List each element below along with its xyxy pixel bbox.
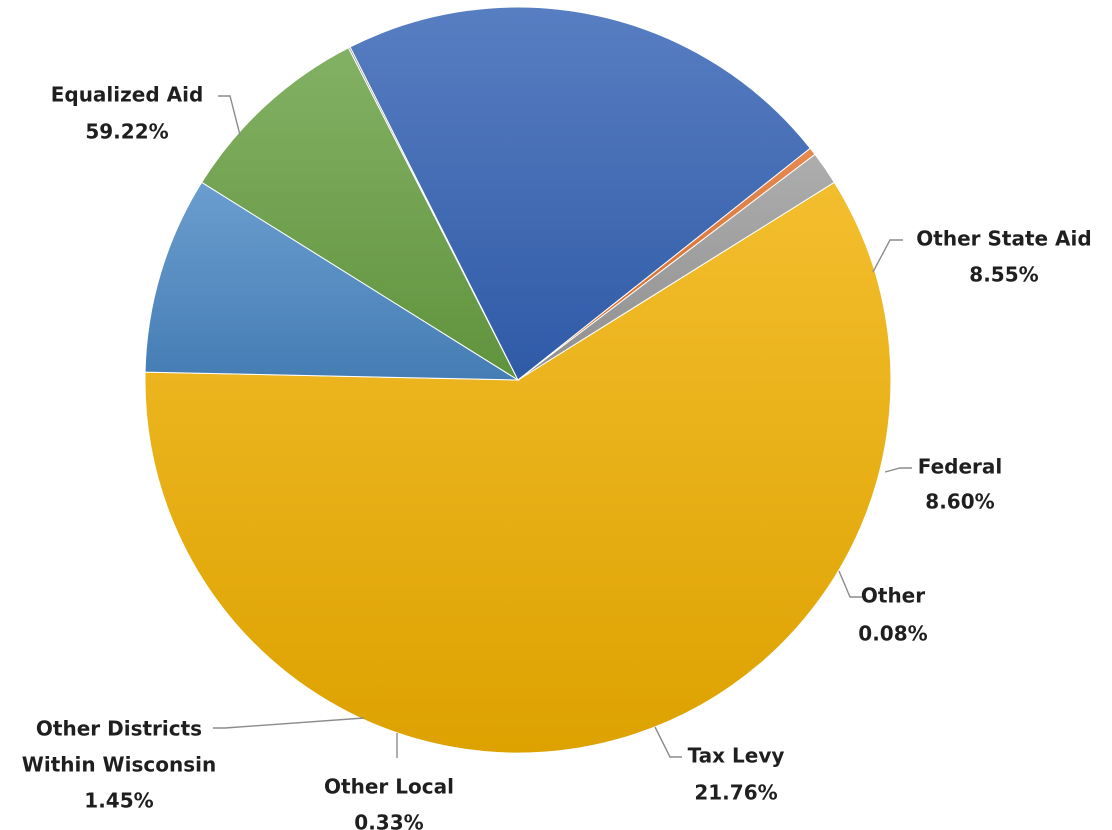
- slice-value-other-districts-within-wisconsin: 1.45%: [84, 789, 153, 813]
- pie-slice-tax-levy: [349, 6, 811, 381]
- slice-label-other-districts-within-wisconsin-line-2: Within Wisconsin: [22, 753, 216, 777]
- slice-label-equalized-aid: Equalized Aid: [51, 83, 204, 107]
- leader-line-other-districts-within-wisconsin: [213, 717, 365, 729]
- slice-label-tax-levy: Tax Levy: [688, 744, 785, 768]
- pie-slice-other-districts-within-wisconsin: [517, 153, 836, 381]
- slice-value-other-local: 0.33%: [354, 811, 423, 830]
- slice-value-other-state-aid: 8.55%: [969, 263, 1038, 287]
- data-labels: Equalized Aid 59.22% Other State Aid 8.55% F…: [22, 83, 1092, 830]
- leader-line-equalized-aid: [218, 95, 241, 136]
- leader-line-federal: [884, 467, 912, 473]
- leader-lines: [213, 95, 912, 758]
- slice-value-federal: 8.60%: [925, 490, 994, 514]
- pie-slice-equalized-aid: [144, 181, 892, 754]
- slice-value-tax-levy: 21.76%: [694, 781, 777, 805]
- slice-label-other-state-aid: Other State Aid: [916, 227, 1091, 251]
- pie-slice-other-state-aid: [144, 181, 520, 381]
- leader-line-other-state-aid: [872, 239, 903, 273]
- pie-slice-federal: [200, 47, 520, 382]
- slice-label-other-districts-within-wisconsin-line-1: Other Districts: [36, 717, 202, 741]
- slice-label-other: Other: [861, 584, 925, 608]
- slice-label-federal: Federal: [918, 455, 1003, 479]
- slice-value-other: 0.08%: [858, 622, 927, 646]
- slice-label-other-local: Other Local: [324, 775, 454, 799]
- leader-line-other: [838, 570, 862, 598]
- pie-slices: [144, 6, 892, 754]
- leader-line-tax-levy: [654, 726, 682, 758]
- slice-value-equalized-aid: 59.22%: [85, 120, 168, 144]
